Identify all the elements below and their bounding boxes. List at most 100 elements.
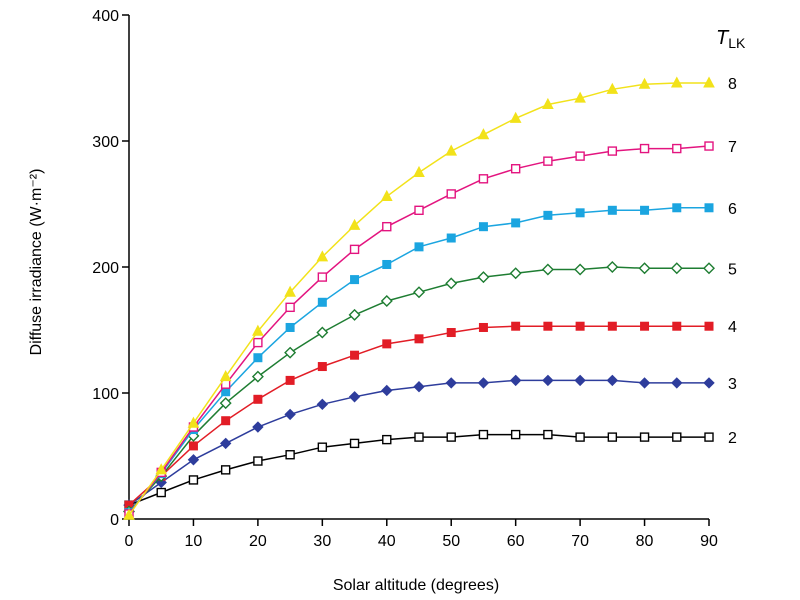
data-point-5 — [348, 308, 361, 321]
series-label-2: 2 — [728, 430, 737, 447]
data-point-2 — [382, 434, 392, 445]
data-point-4 — [188, 441, 198, 451]
data-point-3 — [445, 377, 457, 389]
x-tick-label: 60 — [507, 533, 525, 550]
data-point-5 — [509, 267, 522, 280]
data-point-2 — [704, 432, 714, 442]
data-point-7 — [672, 143, 682, 154]
series-line-7 — [128, 145, 710, 515]
data-point-5 — [638, 262, 651, 275]
data-point-5 — [251, 370, 264, 383]
x-tick-label: 80 — [636, 533, 654, 550]
data-point-7 — [285, 302, 295, 313]
series-6 — [124, 203, 714, 518]
data-point-3 — [671, 377, 683, 389]
data-point-8 — [219, 370, 232, 382]
data-point-4 — [607, 321, 617, 331]
data-point-5 — [219, 397, 232, 410]
data-point-2 — [156, 487, 166, 498]
data-point-2 — [317, 442, 328, 452]
data-point-2 — [639, 432, 650, 442]
data-point-7 — [317, 272, 328, 282]
data-point-4 — [317, 362, 327, 372]
data-point-4 — [221, 416, 231, 426]
series-2 — [124, 429, 714, 510]
x-axis-title: Solar altitude (degrees) — [333, 577, 499, 594]
series-line-2 — [128, 433, 709, 506]
data-point-4 — [575, 321, 585, 331]
data-point-8 — [123, 508, 135, 520]
series-label-6: 6 — [728, 201, 737, 218]
series-label-7: 7 — [728, 139, 737, 156]
x-tick-label: 10 — [185, 533, 203, 550]
series-line-6 — [128, 207, 709, 514]
data-point-8 — [380, 189, 393, 201]
data-point-6 — [253, 353, 263, 363]
data-point-3 — [284, 408, 296, 421]
data-point-8 — [477, 128, 490, 140]
data-point-6 — [285, 322, 295, 332]
series-label-3: 3 — [728, 376, 737, 393]
data-point-3 — [348, 391, 361, 403]
y-tick-label: 300 — [92, 134, 119, 151]
data-point-3 — [574, 374, 586, 387]
series-line-8 — [128, 82, 709, 516]
data-point-6 — [640, 205, 650, 215]
data-point-4 — [511, 321, 521, 331]
data-point-5 — [477, 271, 490, 284]
data-point-5 — [380, 295, 393, 308]
data-point-2 — [253, 456, 263, 466]
data-point-2 — [575, 432, 585, 442]
series-line-4 — [128, 325, 709, 506]
x-tick-label: 70 — [571, 533, 589, 550]
data-point-2 — [478, 429, 489, 440]
data-point-4 — [543, 321, 553, 331]
data-point-8 — [252, 324, 264, 336]
series-line-3 — [128, 379, 709, 506]
data-point-7 — [639, 143, 650, 154]
data-point-3 — [509, 374, 522, 387]
data-point-3 — [703, 377, 715, 389]
data-point-2 — [543, 429, 553, 440]
data-point-6 — [672, 203, 682, 213]
data-point-6 — [478, 222, 488, 232]
data-point-4 — [704, 321, 714, 331]
data-point-2 — [607, 432, 618, 442]
data-point-8 — [638, 77, 651, 89]
x-tick-label: 50 — [442, 533, 460, 550]
data-point-4 — [285, 375, 295, 385]
data-point-7 — [575, 151, 585, 161]
y-tick-label: 0 — [110, 512, 119, 529]
data-point-6 — [543, 210, 553, 220]
data-point-2 — [220, 465, 231, 475]
data-point-5 — [316, 326, 329, 339]
data-point-4 — [640, 321, 650, 331]
data-point-3 — [477, 377, 490, 389]
data-point-6 — [704, 203, 714, 213]
data-point-4 — [672, 321, 682, 331]
data-point-6 — [414, 242, 424, 252]
data-point-6 — [350, 275, 360, 285]
x-ticks: 0 10 20 30 40 50 60 70 80 90 — [125, 519, 718, 550]
y-tick-label: 100 — [92, 386, 119, 403]
data-point-7 — [607, 146, 618, 156]
data-point-2 — [446, 432, 456, 442]
data-point-5 — [413, 286, 425, 299]
x-tick-label: 30 — [313, 533, 331, 550]
y-axis-title: Diffuse irradiance (W·m⁻²) — [28, 169, 45, 356]
data-point-7 — [704, 141, 714, 151]
legend-title: TLK — [716, 27, 746, 51]
series-label-8: 8 — [728, 76, 737, 93]
data-point-7 — [543, 156, 553, 166]
data-point-4 — [350, 350, 360, 360]
data-point-2 — [188, 475, 199, 485]
data-point-3 — [219, 437, 232, 450]
data-point-2 — [285, 450, 295, 460]
data-point-5 — [445, 277, 458, 290]
data-point-3 — [381, 384, 393, 397]
data-point-7 — [253, 337, 263, 348]
data-point-8 — [316, 250, 329, 262]
data-point-8 — [413, 165, 425, 177]
